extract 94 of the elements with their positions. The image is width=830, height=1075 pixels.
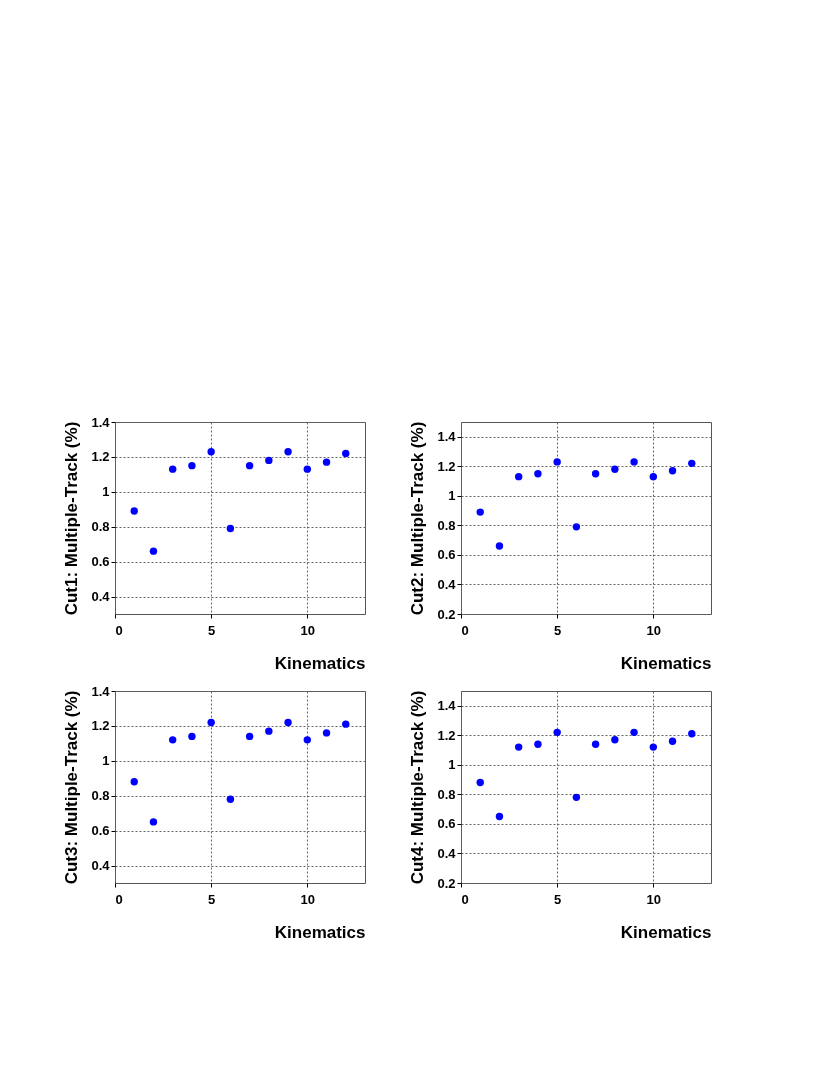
point (553, 458, 561, 466)
y-tick-label: 1 (102, 753, 110, 769)
y-tick-label: 0.4 (437, 576, 457, 592)
y-axis-title: Cut2: Multiple-Track (%) (408, 421, 428, 616)
point (476, 778, 484, 787)
point (476, 508, 484, 516)
point (188, 461, 196, 470)
point (668, 467, 677, 475)
point (207, 718, 215, 727)
x-tick-label: 5 (208, 891, 216, 907)
x-tick-label: 10 (646, 622, 662, 638)
y-tick-label: 1.2 (437, 458, 456, 474)
y-tick-label: 1 (102, 484, 110, 500)
y-tick-label: 1.4 (91, 683, 111, 699)
point (649, 743, 658, 751)
x-tick-label: 0 (115, 891, 123, 907)
y-tick-label: 0.8 (91, 519, 110, 535)
point (265, 727, 273, 735)
point (284, 718, 292, 727)
y-tick-label: 0.6 (437, 816, 456, 832)
point (265, 456, 273, 465)
x-tick-label: 10 (300, 891, 316, 907)
point (688, 459, 696, 468)
point (591, 740, 600, 748)
y-tick-label: 1 (448, 488, 456, 504)
y-axis-title: Cut1: Multiple-Track (%) (62, 421, 82, 616)
y-axis-title: Cut3: Multiple-Track (%) (62, 690, 82, 885)
x-axis-title: Kinematics (620, 922, 712, 942)
point (495, 542, 504, 550)
y-tick-label: 0.8 (91, 788, 110, 804)
point (534, 740, 542, 748)
y-tick-label: 1.2 (437, 727, 456, 743)
point (303, 465, 312, 473)
x-tick-label: 10 (646, 891, 662, 907)
point (572, 523, 581, 531)
point (130, 778, 138, 786)
y-tick-label: 1.4 (437, 698, 457, 714)
y-tick-label: 0.2 (437, 875, 456, 891)
point (572, 793, 581, 802)
x-tick-label: 0 (115, 622, 123, 638)
x-tick-label: 5 (554, 891, 562, 907)
point (226, 524, 235, 533)
point (514, 743, 523, 751)
point (688, 730, 696, 738)
point (322, 729, 331, 737)
point (611, 465, 619, 473)
point (668, 737, 677, 745)
x-tick-label: 10 (300, 622, 316, 638)
y-tick-label: 0.8 (437, 517, 456, 533)
point (303, 736, 312, 744)
point (245, 732, 254, 741)
point (226, 795, 235, 803)
x-tick-label: 0 (461, 622, 469, 638)
point (649, 472, 658, 481)
y-tick-label: 1 (448, 757, 456, 773)
y-tick-label: 0.4 (91, 589, 111, 605)
y-tick-label: 0.4 (437, 845, 457, 861)
y-axis-title: Cut4: Multiple-Track (%) (408, 690, 428, 885)
y-tick-label: 1.2 (91, 718, 110, 734)
point (322, 458, 331, 466)
y-tick-label: 0.6 (437, 547, 456, 563)
point (630, 458, 638, 466)
point (207, 447, 215, 456)
point (149, 547, 158, 555)
y-tick-label: 0.6 (91, 823, 110, 839)
x-tick-label: 0 (461, 891, 469, 907)
point (495, 812, 504, 821)
point (188, 732, 196, 741)
point (245, 461, 254, 470)
x-tick-label: 5 (554, 622, 562, 638)
point (168, 465, 177, 473)
point (130, 507, 138, 515)
y-tick-label: 1.4 (91, 414, 111, 430)
point (514, 472, 523, 481)
point (591, 469, 600, 478)
y-tick-label: 1.4 (437, 429, 457, 445)
x-axis-title: Kinematics (620, 653, 712, 673)
y-tick-label: 0.8 (437, 786, 456, 802)
point (534, 469, 542, 478)
point (342, 720, 350, 728)
x-axis-title: Kinematics (274, 922, 366, 942)
point (342, 449, 350, 458)
point (168, 736, 177, 744)
x-tick-label: 5 (208, 622, 216, 638)
y-tick-label: 0.2 (437, 606, 456, 622)
y-tick-label: 0.4 (91, 858, 111, 874)
point (553, 728, 561, 737)
point (149, 818, 158, 826)
y-tick-label: 1.2 (91, 449, 110, 465)
point (611, 736, 619, 744)
point (630, 728, 638, 737)
point (284, 447, 292, 456)
x-axis-title: Kinematics (274, 653, 366, 673)
y-tick-label: 0.6 (91, 554, 110, 570)
